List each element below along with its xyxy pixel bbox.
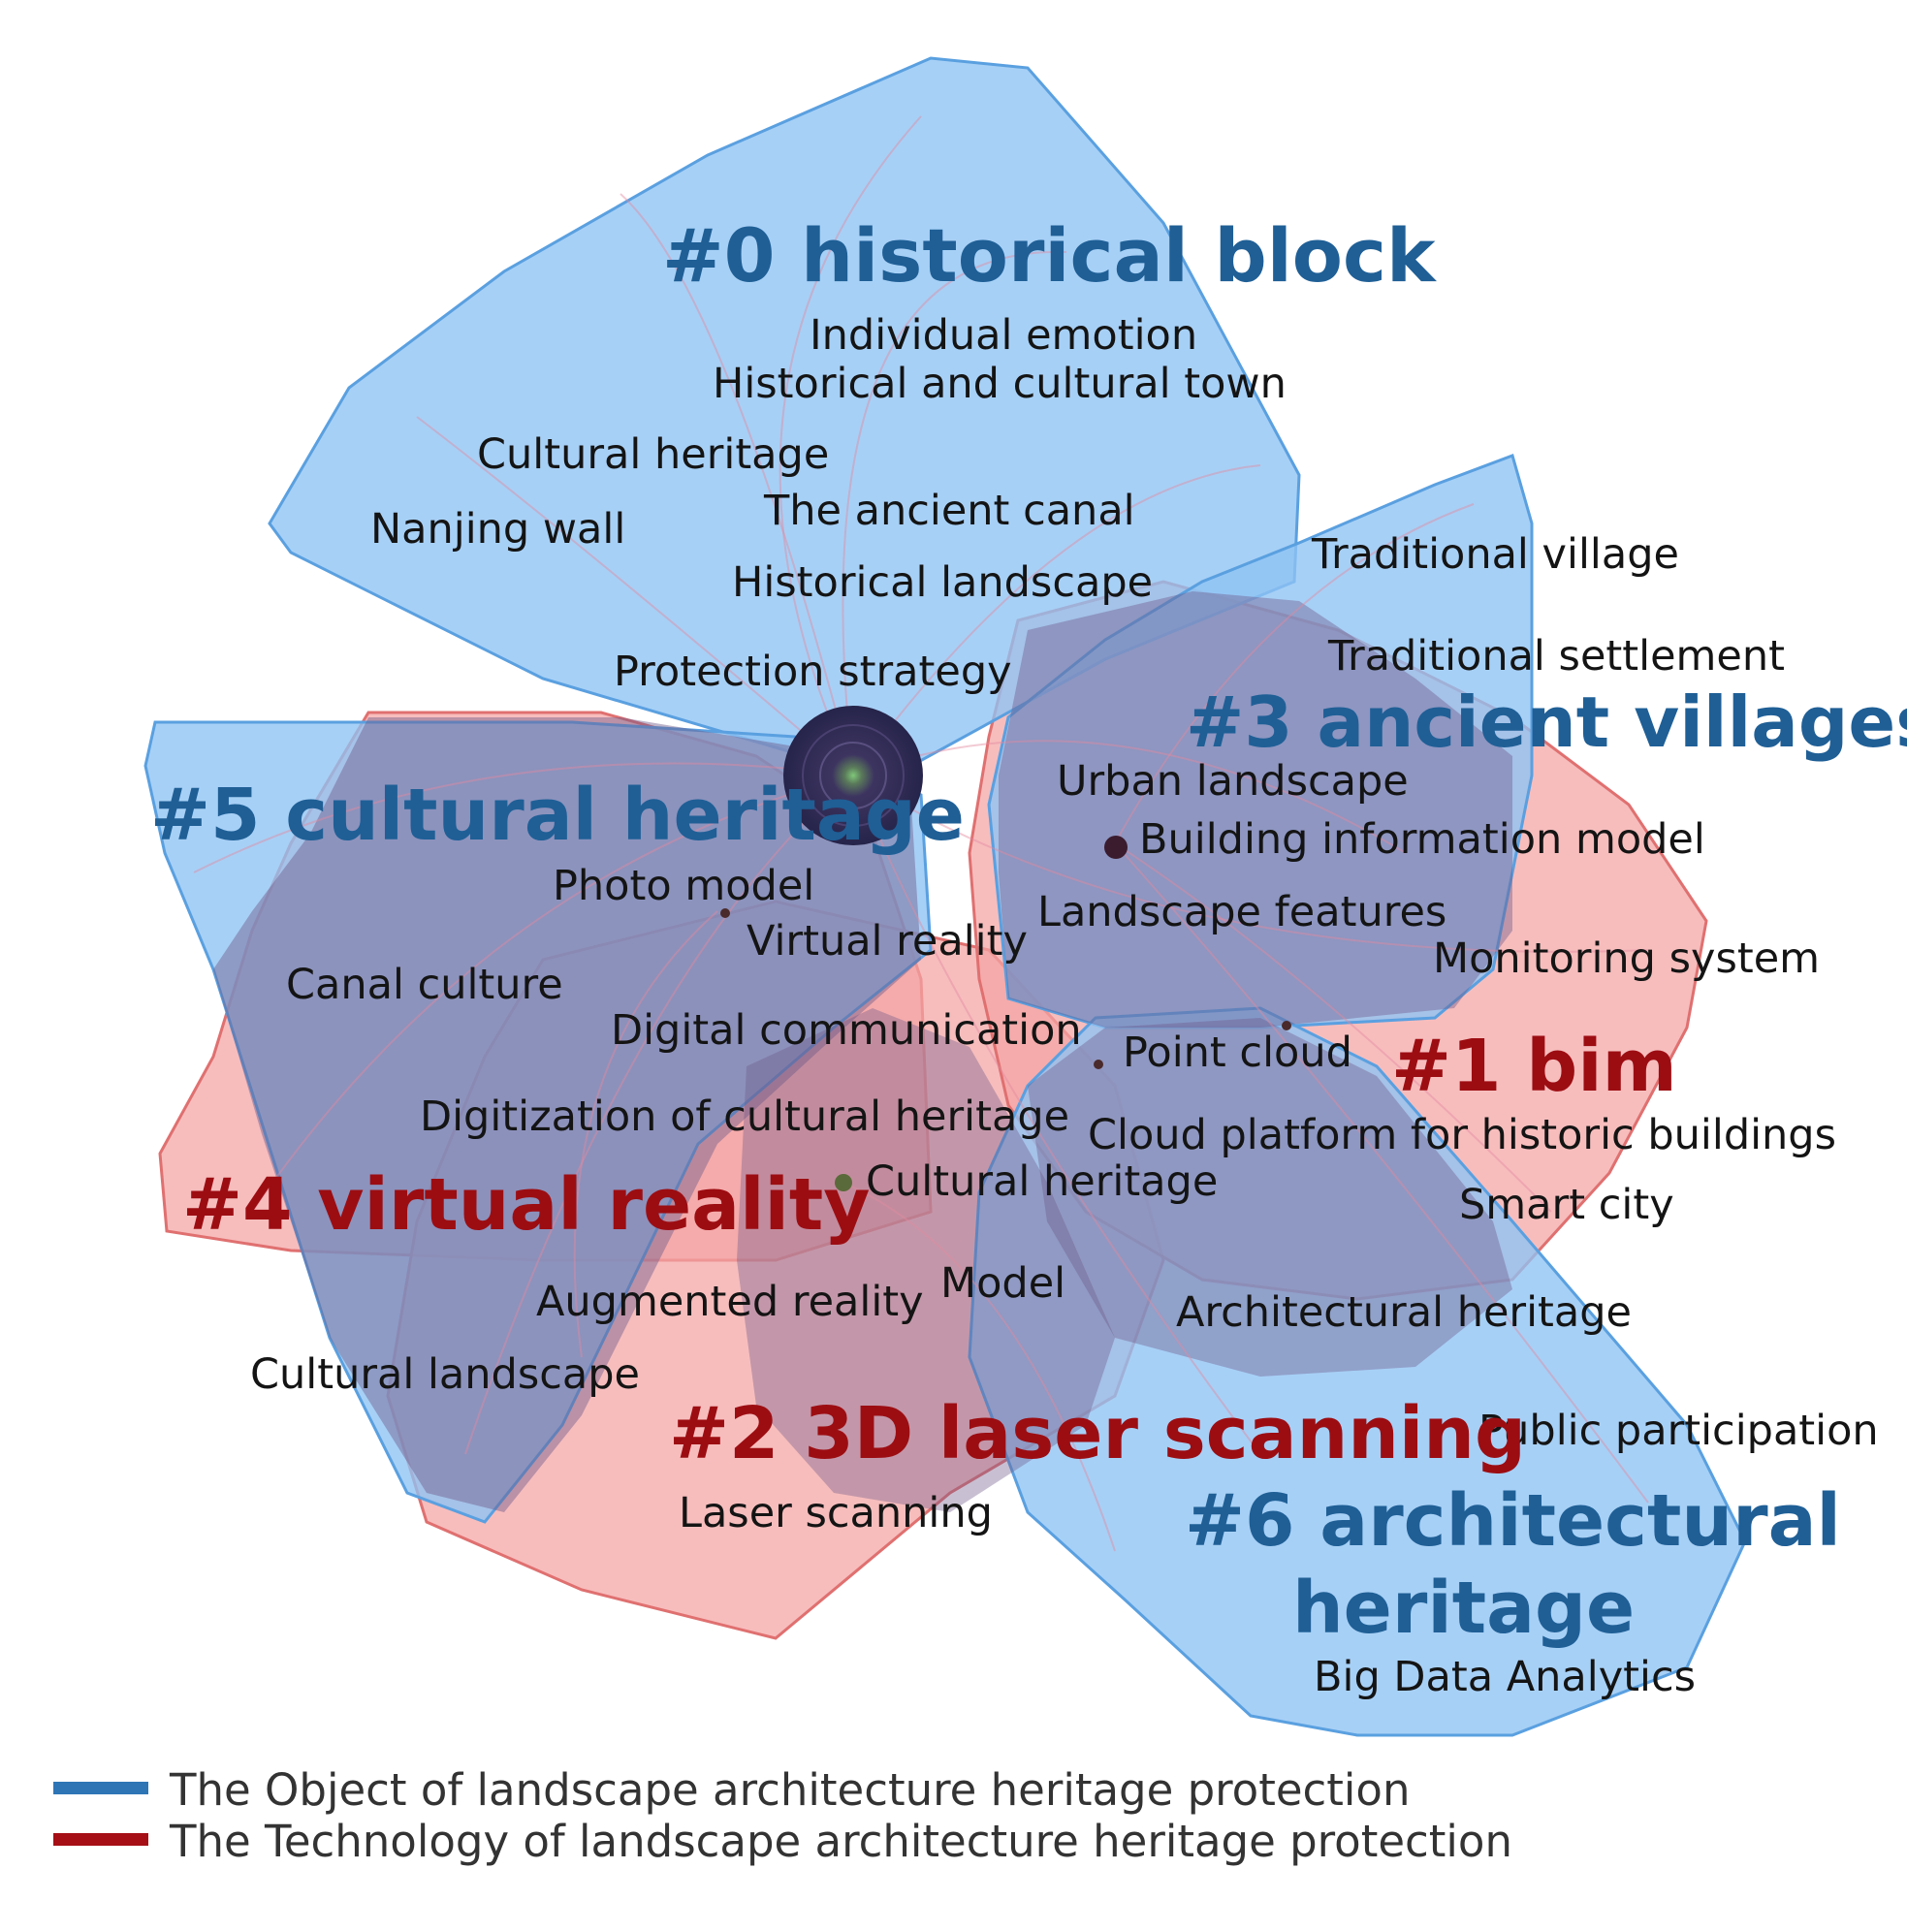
node-point-cloud — [1094, 1060, 1103, 1069]
node-building-information-model — [1104, 836, 1128, 859]
network-edges — [193, 115, 1649, 1552]
legend-swatch-object — [53, 1782, 148, 1794]
keyword-digitization-of-cultural-heritage: Digitization of cultural heritage — [420, 1093, 1069, 1141]
overlap-region-center — [737, 1008, 1115, 1512]
keyword-nanjing-wall: Nanjing wall — [370, 505, 625, 554]
keyword-digital-communication: Digital communication — [611, 1006, 1082, 1055]
keyword-historical-landscape: Historical landscape — [732, 558, 1153, 607]
hub-ring-1 — [802, 724, 905, 827]
overlap-region-left — [213, 717, 921, 1512]
cluster-hull-6-architectural-heritage — [968, 1006, 1747, 1737]
cluster-label-6-architectural: #6 architectural — [1185, 1479, 1841, 1563]
keyword-cloud-platform-for-historic-buildings: Cloud platform for historic buildings — [1088, 1111, 1836, 1159]
keyword-augmented-reality: Augmented reality — [536, 1278, 924, 1326]
keyword-cultural-landscape: Cultural landscape — [250, 1350, 640, 1399]
keyword-traditional-settlement: Traditional settlement — [1327, 632, 1785, 681]
hub-node — [783, 706, 923, 845]
keyword-protection-strategy: Protection strategy — [614, 648, 1012, 696]
keyword-urban-landscape: Urban landscape — [1057, 757, 1409, 806]
node-monitoring — [1282, 1021, 1291, 1030]
cluster-label-2-3d-laser-scanning: #2 3D laser scanning — [669, 1392, 1526, 1475]
keyword-canal-culture: Canal culture — [286, 961, 563, 1009]
keyword-monitoring-system: Monitoring system — [1433, 934, 1820, 983]
keyword-landscape-features: Landscape features — [1037, 888, 1446, 936]
keyword-point-cloud: Point cloud — [1123, 1029, 1352, 1077]
keyword-individual-emotion: Individual emotion — [810, 311, 1197, 360]
cluster-label-4-virtual-reality: #4 virtual reality — [182, 1163, 870, 1247]
keyword-smart-city: Smart city — [1459, 1181, 1674, 1229]
overlap-region-bottom — [1028, 1018, 1512, 1377]
cluster-label-5-cultural-heritage: #5 cultural heritage — [150, 774, 965, 857]
keyword-historical-and-cultural-town: Historical and cultural town — [713, 360, 1287, 408]
keyword-cultural-heritage-1: Cultural heritage — [477, 430, 829, 479]
cluster-label-6-heritage: heritage — [1292, 1567, 1635, 1650]
cluster-label-3-ancient-villages: #3 ancient villages — [1186, 681, 1907, 763]
keyword-photo-model: Photo model — [553, 862, 814, 910]
node-photo-model — [720, 908, 730, 918]
legend: The Object of landscape architecture her… — [53, 1764, 1512, 1867]
keyword-laser-scanning: Laser scanning — [679, 1489, 993, 1537]
keyword-architectural-heritage: Architectural heritage — [1176, 1288, 1632, 1337]
legend-swatch-technology — [53, 1833, 148, 1846]
keyword-virtual-reality: Virtual reality — [747, 917, 1028, 966]
cluster-label-1-bim: #1 bim — [1391, 1025, 1677, 1108]
legend-label-technology: The Technology of landscape architecture… — [169, 1816, 1512, 1867]
keyword-the-ancient-canal: The ancient canal — [763, 487, 1135, 535]
legend-label-object: The Object of landscape architecture her… — [169, 1764, 1410, 1816]
node-cultural-heritage-center — [835, 1174, 852, 1191]
overlap-region-right — [999, 591, 1512, 1028]
keyword-model: Model — [940, 1259, 1065, 1308]
cluster-label-0-historical-block: #0 historical block — [662, 212, 1437, 299]
keyword-cultural-heritage-2: Cultural heritage — [866, 1157, 1218, 1206]
keyword-traditional-village: Traditional village — [1311, 530, 1679, 579]
keyword-big-data-analytics: Big Data Analytics — [1314, 1653, 1696, 1701]
hub-ring-2 — [819, 742, 887, 809]
keyword-public-participation: Public participation — [1478, 1407, 1879, 1455]
keyword-building-information-model: Building information model — [1139, 815, 1705, 864]
